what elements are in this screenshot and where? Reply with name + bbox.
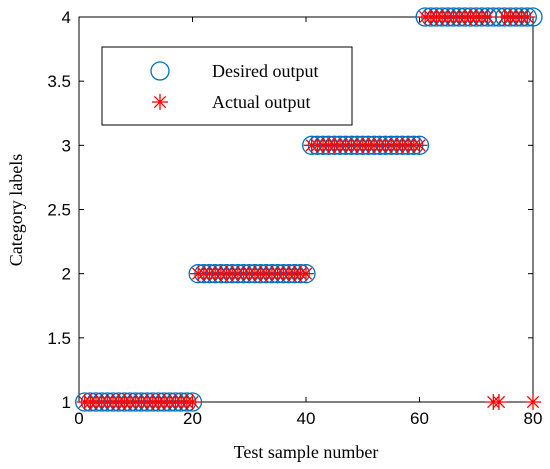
legend: Desired output Actual output [101,46,353,126]
legend-label-desired: Desired output [212,61,318,81]
y-tick-label: 3.5 [47,72,71,91]
data-point-asterisk [298,265,314,282]
x-tick-label: 0 [74,409,83,428]
legend-asterisk-marker-icon [152,94,168,110]
x-axis-ticks: 0 20 40 60 80 [74,17,542,428]
series-asterisk [76,9,541,410]
data-point-asterisk [479,9,496,25]
x-tick-label: 40 [297,409,316,428]
legend-box [101,46,353,126]
y-tick-label: 3 [62,136,71,155]
y-tick-label: 4 [62,8,71,27]
y-tick-label: 2.5 [47,201,71,220]
x-axis-title: Test sample number [234,442,379,462]
series-layer [75,7,543,412]
y-axis-ticks: 1 1.5 2 2.5 3 3.5 4 [47,8,533,412]
data-point-asterisk [525,394,541,410]
data-point-asterisk [411,137,428,154]
data-point-asterisk [519,9,536,25]
legend-label-actual: Actual output [212,92,310,112]
y-tick-label: 2 [62,265,71,284]
x-tick-label: 80 [524,409,543,428]
x-tick-label: 60 [410,409,429,428]
x-tick-label: 20 [183,409,202,428]
y-tick-label: 1 [62,393,71,412]
y-tick-label: 1.5 [47,329,71,348]
y-axis-title: Category labels [6,154,26,266]
data-point-asterisk [490,394,507,410]
legend-circle-marker-icon [150,61,170,81]
data-point-asterisk [184,394,201,410]
